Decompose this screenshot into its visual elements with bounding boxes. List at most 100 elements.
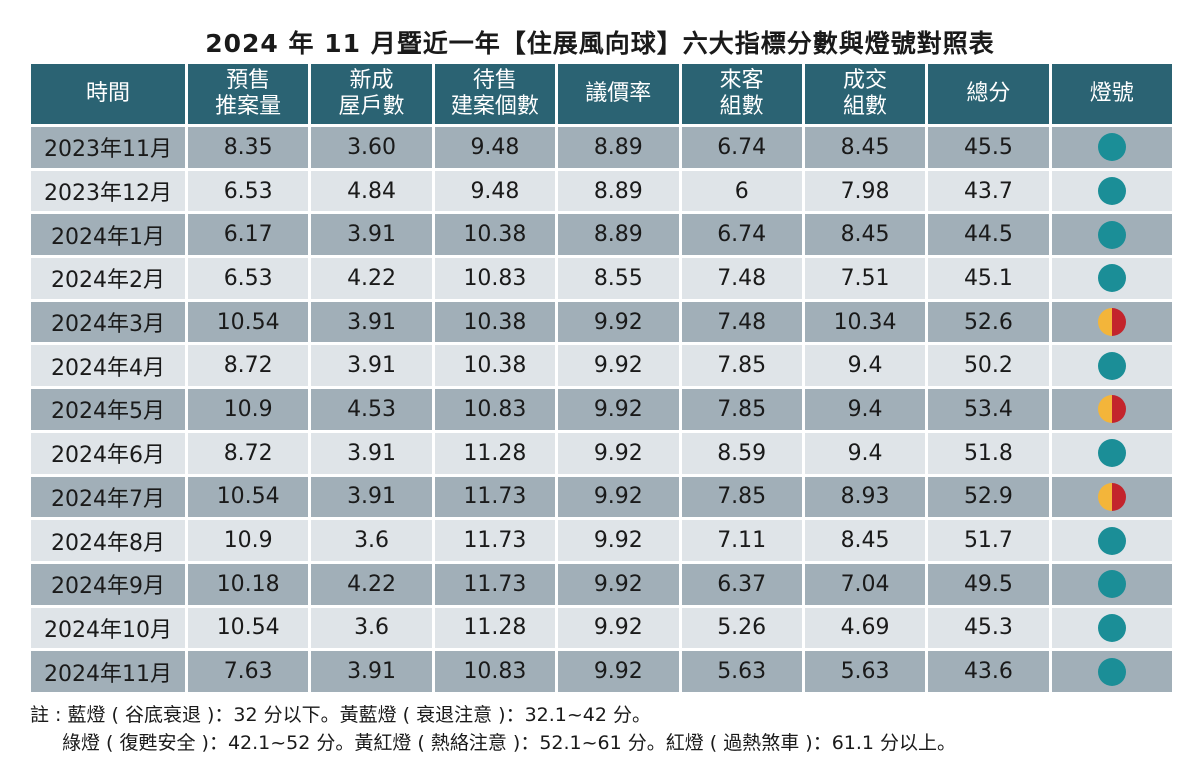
value-cell: 10.38 (431, 211, 559, 259)
table-body: 2023年11月 8.35 3.60 9.48 8.89 6.74 8.45 45.5 2023… (28, 124, 1176, 695)
table-row: 2024年3月 10.54 3.91 10.38 9.92 7.48 10.34 52.6 (28, 298, 1176, 346)
header-text: 組數 (843, 94, 888, 119)
header-cell: 燈號 (1048, 61, 1176, 127)
header-cell: 新成 屋戶數 (308, 61, 435, 127)
table-row: 2024年8月 10.9 3.6 11.73 9.92 7.11 8.45 51.7 (28, 517, 1176, 564)
header-row: 時間 預售 推案量 新成 屋戶數 待售 建案個數 議價率 來客 組數 成交 組數 總分 燈號 (28, 61, 1176, 127)
value-cell: 4.22 (308, 255, 435, 302)
value-cell: 10.83 (431, 648, 559, 695)
value-cell: 11.28 (431, 429, 559, 477)
light-cell (1048, 560, 1176, 608)
value-cell: 10.38 (431, 342, 559, 390)
value-cell: 9.92 (555, 386, 682, 433)
table-row: 2024年5月 10.9 4.53 10.83 9.92 7.85 9.4 53.4 (28, 386, 1176, 433)
value-cell: 43.6 (925, 648, 1052, 695)
score-table: 時間 預售 推案量 新成 屋戶數 待售 建案個數 議價率 來客 組數 成交 組數 總分 燈號 2023年1… (28, 61, 1176, 695)
header-cell: 預售 推案量 (184, 61, 312, 127)
value-cell: 6.74 (678, 124, 805, 171)
value-cell: 3.60 (308, 124, 435, 171)
header-cell: 時間 (28, 61, 188, 127)
header-text: 預售 (226, 68, 271, 93)
value-cell: 8.89 (555, 167, 682, 215)
note: 註 : 藍燈 ( 谷底衰退 )：32 分以下。黃藍燈 ( 衰退注意 )：32.1… (30, 704, 652, 726)
value-cell: 3.91 (308, 429, 435, 477)
value-cell: 9.92 (555, 473, 682, 521)
value-cell: 6.17 (184, 211, 312, 259)
value-cell: 8.89 (555, 124, 682, 171)
light-cell (1048, 298, 1176, 346)
value-cell: 10.83 (431, 255, 559, 302)
value-cell: 7.48 (678, 255, 805, 302)
value-cell: 7.11 (678, 517, 805, 564)
value-cell: 3.91 (308, 342, 435, 390)
table-row: 2024年4月 8.72 3.91 10.38 9.92 7.85 9.4 50.2 (28, 342, 1176, 390)
note: 綠燈 ( 復甦安全 )：42.1~52 分。黃紅燈 ( 熱絡注意 )：52.1~… (62, 732, 957, 754)
value-cell: 4.84 (308, 167, 435, 215)
value-cell: 7.48 (678, 298, 805, 346)
value-cell: 53.4 (925, 386, 1052, 433)
header-text: 建案個數 (450, 94, 539, 119)
value-cell: 10.18 (184, 560, 312, 608)
time-cell: 2024年10月 (28, 604, 188, 652)
header-cell: 成交 組數 (801, 61, 929, 127)
value-cell: 9.92 (555, 342, 682, 390)
value-cell: 3.91 (308, 473, 435, 521)
light-cell (1048, 604, 1176, 652)
value-cell: 9.48 (431, 167, 559, 215)
value-cell: 10.9 (184, 386, 312, 433)
light-cell (1048, 517, 1176, 564)
value-cell: 8.72 (184, 342, 312, 390)
value-cell: 4.69 (801, 604, 929, 652)
value-cell: 9.92 (555, 429, 682, 477)
value-cell: 10.54 (184, 604, 312, 652)
value-cell: 6.53 (184, 255, 312, 302)
table-row: 2024年9月 10.18 4.22 11.73 9.92 6.37 7.04 49.5 (28, 560, 1176, 608)
signal-light (1097, 526, 1126, 555)
signal-light (1097, 351, 1126, 380)
value-cell: 3.6 (308, 517, 435, 564)
value-cell: 52.9 (925, 473, 1052, 521)
table-row: 2023年12月 6.53 4.84 9.48 8.89 6 7.98 43.7 (28, 167, 1176, 215)
value-cell: 10.83 (431, 386, 559, 433)
light-cell (1048, 473, 1176, 521)
value-cell: 50.2 (925, 342, 1052, 390)
value-cell: 9.4 (801, 386, 929, 433)
value-cell: 11.28 (431, 604, 559, 652)
value-cell: 7.51 (801, 255, 929, 302)
time-cell: 2024年6月 (28, 429, 188, 477)
signal-light (1097, 657, 1126, 686)
title: 2024 年 11 月暨近一年【住展風向球】六大指標分數與燈號對照表 (205, 29, 995, 58)
table-row: 2024年10月 10.54 3.6 11.28 9.92 5.26 4.69 45.3 (28, 604, 1176, 652)
signal-light (1097, 395, 1126, 424)
header-text: 組數 (719, 94, 764, 119)
value-cell: 51.7 (925, 517, 1052, 564)
time-cell: 2024年5月 (28, 386, 188, 433)
value-cell: 43.7 (925, 167, 1052, 215)
table-row: 2024年1月 6.17 3.91 10.38 8.89 6.74 8.45 44.5 (28, 211, 1176, 259)
header-text: 待售 (472, 68, 517, 93)
time-cell: 2024年1月 (28, 211, 188, 259)
value-cell: 8.89 (555, 211, 682, 259)
value-cell: 8.72 (184, 429, 312, 477)
value-cell: 11.73 (431, 560, 559, 608)
header-text: 燈號 (1089, 81, 1134, 106)
table-row: 2024年6月 8.72 3.91 11.28 9.92 8.59 9.4 51.8 (28, 429, 1176, 477)
value-cell: 5.63 (678, 648, 805, 695)
value-cell: 7.85 (678, 342, 805, 390)
table-row: 2024年2月 6.53 4.22 10.83 8.55 7.48 7.51 45.1 (28, 255, 1176, 302)
value-cell: 9.4 (801, 429, 929, 477)
value-cell: 45.5 (925, 124, 1052, 171)
time-cell: 2023年11月 (28, 124, 188, 171)
value-cell: 10.34 (801, 298, 929, 346)
signal-light (1097, 264, 1126, 293)
light-cell (1048, 386, 1176, 433)
signal-light (1097, 570, 1126, 599)
header-cell: 總分 (925, 61, 1052, 127)
value-cell: 8.93 (801, 473, 929, 521)
value-cell: 49.5 (925, 560, 1052, 608)
light-cell (1048, 429, 1176, 477)
value-cell: 3.91 (308, 211, 435, 259)
time-cell: 2024年8月 (28, 517, 188, 564)
value-cell: 10.54 (184, 298, 312, 346)
